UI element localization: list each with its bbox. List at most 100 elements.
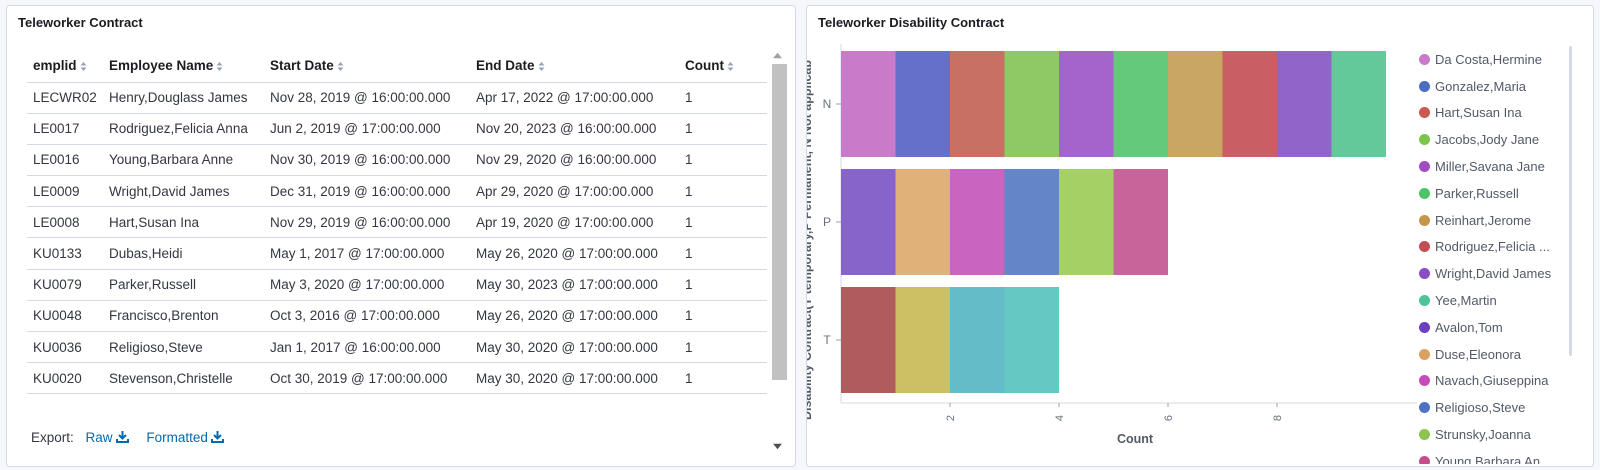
legend-item[interactable]: Avalon,Tom (1419, 314, 1579, 341)
bar-segment[interactable] (1222, 51, 1278, 157)
table-row: LE0008 Hart,Susan Ina Nov 29, 2019 @ 16:00… (27, 206, 767, 239)
legend-item[interactable]: Navach,Giuseppina (1419, 368, 1579, 395)
legend-item[interactable]: Hart,Susan Ina (1419, 100, 1579, 127)
legend-label: Gonzalez,Maria (1435, 78, 1527, 94)
table-cell: Henry,Douglass James (103, 82, 264, 114)
export-formatted-link[interactable]: Formatted (146, 430, 224, 445)
table-cell: KU0133 (27, 237, 103, 270)
legend-label: Hart,Susan Ina (1435, 105, 1522, 121)
legend-scrollbar[interactable] (1569, 46, 1572, 356)
table-cell: May 30, 2023 @ 17:00:00.000 (470, 269, 679, 301)
table-cell: Oct 3, 2016 @ 17:00:00.000 (264, 300, 470, 333)
legend-color-dot-icon (1419, 455, 1430, 464)
scroll-thumb[interactable] (772, 64, 787, 380)
legend-item[interactable]: Yee,Martin (1419, 287, 1579, 314)
bar-segment[interactable] (895, 287, 951, 393)
column-header[interactable]: Start Date (264, 50, 470, 83)
download-icon (210, 431, 224, 443)
contract-table: emplid Employee Name Start Date End Date Cou… (27, 50, 767, 395)
bar-segment[interactable] (895, 51, 951, 157)
table-cell: 1 (679, 82, 767, 114)
table-cell: Nov 30, 2019 @ 16:00:00.000 (264, 144, 470, 177)
legend-item[interactable]: Religioso,Steve (1419, 394, 1579, 421)
legend-label: Religioso,Steve (1435, 400, 1526, 416)
table-cell: 1 (679, 269, 767, 301)
column-header[interactable]: emplid (27, 50, 103, 83)
sort-icon[interactable] (216, 61, 223, 72)
bar-segment[interactable] (1004, 169, 1060, 275)
bar-segment[interactable] (841, 51, 896, 157)
x-tick-label: 6 (1163, 415, 1175, 421)
bar-segment[interactable] (1168, 51, 1223, 157)
table-cell: Nov 28, 2019 @ 16:00:00.000 (264, 82, 470, 114)
bar-segment[interactable] (1113, 169, 1169, 275)
column-header-label: Count (685, 58, 724, 74)
legend-item[interactable]: Miller,Savana Jane (1419, 153, 1579, 180)
bar-segment[interactable] (1059, 169, 1114, 275)
table-cell: KU0036 (27, 331, 103, 364)
table-cell: 1 (679, 113, 767, 145)
column-header[interactable]: Count (679, 50, 767, 83)
legend-item[interactable]: Jacobs,Jody Jane (1419, 126, 1579, 153)
column-header[interactable]: End Date (470, 50, 679, 83)
bar-segment[interactable] (1113, 51, 1169, 157)
table-cell: Apr 17, 2022 @ 17:00:00.000 (470, 82, 679, 114)
export-formatted-label: Formatted (146, 430, 208, 445)
legend-color-dot-icon (1419, 241, 1430, 253)
legend-item[interactable]: Duse,Eleonora (1419, 341, 1579, 368)
legend-color-dot-icon (1419, 214, 1430, 226)
column-header[interactable]: Employee Name (103, 50, 264, 83)
sort-icon[interactable] (80, 61, 87, 72)
teleworker-disability-contract-panel: Teleworker Disability Contract Disabilit… (806, 5, 1594, 467)
bar-segment[interactable] (950, 51, 1005, 157)
table-cell: May 26, 2020 @ 17:00:00.000 (470, 237, 679, 270)
bar-segment[interactable] (1004, 51, 1060, 157)
legend-item[interactable]: Strunsky,Joanna (1419, 421, 1579, 448)
column-header-label: End Date (476, 58, 535, 74)
bar-segment[interactable] (1331, 51, 1387, 157)
export-bar: Export: Raw Formatted (31, 430, 224, 445)
chart-legend: Da Costa,Hermine Gonzalez,Maria Hart,Susan… (1419, 46, 1579, 464)
legend-item[interactable]: Da Costa,Hermine (1419, 46, 1579, 73)
legend-item[interactable]: Young,Barbara An... (1419, 448, 1579, 464)
legend-item[interactable]: Reinhart,Jerome (1419, 207, 1579, 234)
sort-icon[interactable] (727, 61, 734, 72)
sort-icon[interactable] (538, 61, 545, 72)
table-row: KU0048 Francisco,Brenton Oct 3, 2016 @ 17:… (27, 300, 767, 333)
table-cell: Apr 29, 2020 @ 17:00:00.000 (470, 175, 679, 208)
x-axis-label: Count (1117, 432, 1154, 446)
export-raw-link[interactable]: Raw (86, 430, 129, 445)
legend-label: Avalon,Tom (1435, 319, 1503, 335)
legend-item[interactable]: Rodriguez,Felicia ... (1419, 234, 1579, 261)
bar-segment[interactable] (950, 169, 1005, 275)
column-header-label: Employee Name (109, 58, 214, 74)
table-cell: Stevenson,Christelle (103, 362, 264, 395)
bar-segment[interactable] (841, 287, 896, 393)
legend-color-dot-icon (1419, 348, 1430, 360)
legend-item[interactable]: Gonzalez,Maria (1419, 73, 1579, 100)
scroll-down-arrow-icon[interactable] (772, 442, 783, 452)
bar-segment[interactable] (895, 169, 951, 275)
legend-item[interactable]: Wright,David James (1419, 260, 1579, 287)
teleworker-contract-panel: Teleworker Contract emplid Employee Name S… (6, 5, 796, 467)
table-cell: Jan 1, 2017 @ 16:00:00.000 (264, 331, 470, 364)
bar-segment[interactable] (1277, 51, 1332, 157)
bar-segment[interactable] (1004, 287, 1060, 393)
table-cell: Nov 29, 2020 @ 16:00:00.000 (470, 144, 679, 177)
legend-item[interactable]: Parker,Russell (1419, 180, 1579, 207)
table-cell: May 30, 2020 @ 17:00:00.000 (470, 362, 679, 395)
scroll-up-arrow-icon[interactable] (772, 50, 783, 60)
table-cell: Francisco,Brenton (103, 300, 264, 333)
legend-label: Reinhart,Jerome (1435, 212, 1532, 228)
table-cell: Apr 19, 2020 @ 17:00:00.000 (470, 206, 679, 239)
panel-title: Teleworker Contract (18, 15, 143, 30)
sort-icon[interactable] (337, 61, 344, 72)
bar-segment[interactable] (950, 287, 1005, 393)
column-header-label: Start Date (270, 58, 334, 74)
table-cell: May 30, 2020 @ 17:00:00.000 (470, 331, 679, 364)
legend-label: Da Costa,Hermine (1435, 51, 1542, 67)
bar-segment[interactable] (1059, 51, 1114, 157)
column-header-label: emplid (33, 58, 77, 74)
table-scrollbar[interactable] (769, 44, 787, 459)
bar-segment[interactable] (841, 169, 896, 275)
